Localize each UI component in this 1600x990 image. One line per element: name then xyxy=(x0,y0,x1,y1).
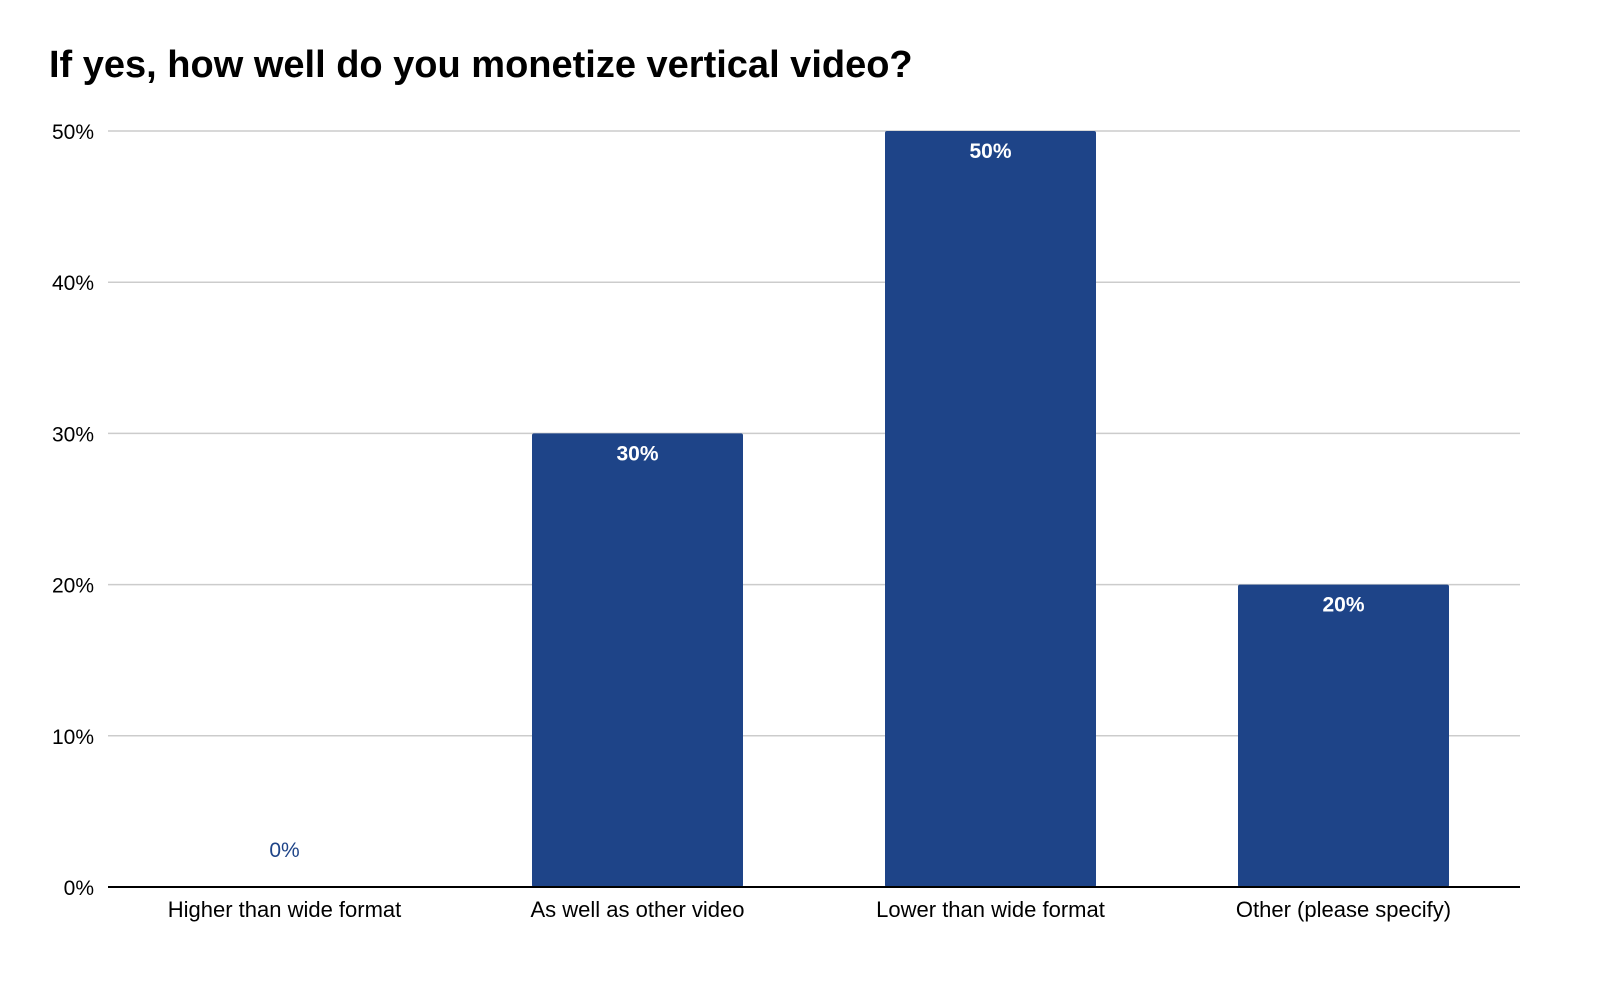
category-labels: Higher than wide format As well as other … xyxy=(168,897,1451,922)
y-tick-label: 30% xyxy=(52,423,94,446)
chart-title: If yes, how well do you monetize vertica… xyxy=(49,44,913,86)
data-labels: 0% 30% 50% 20% xyxy=(269,140,1365,862)
data-label: 30% xyxy=(616,442,658,465)
category-label: Higher than wide format xyxy=(168,897,402,922)
y-tick-label: 0% xyxy=(64,877,94,900)
category-label: As well as other video xyxy=(531,897,745,922)
data-label: 20% xyxy=(1322,594,1364,617)
data-label: 0% xyxy=(269,839,299,862)
y-tick-label: 10% xyxy=(52,726,94,749)
y-tick-label: 40% xyxy=(52,272,94,295)
category-label: Other (please specify) xyxy=(1236,897,1451,922)
bar xyxy=(532,433,743,887)
bars xyxy=(532,131,1449,887)
y-tick-label: 20% xyxy=(52,575,94,598)
data-label: 50% xyxy=(969,140,1011,163)
category-label: Lower than wide format xyxy=(876,897,1105,922)
y-tick-label: 50% xyxy=(52,121,94,144)
y-axis-tick-labels: 0% 10% 20% 30% 40% 50% xyxy=(52,121,94,900)
bar xyxy=(885,131,1096,887)
bar xyxy=(1238,584,1449,887)
